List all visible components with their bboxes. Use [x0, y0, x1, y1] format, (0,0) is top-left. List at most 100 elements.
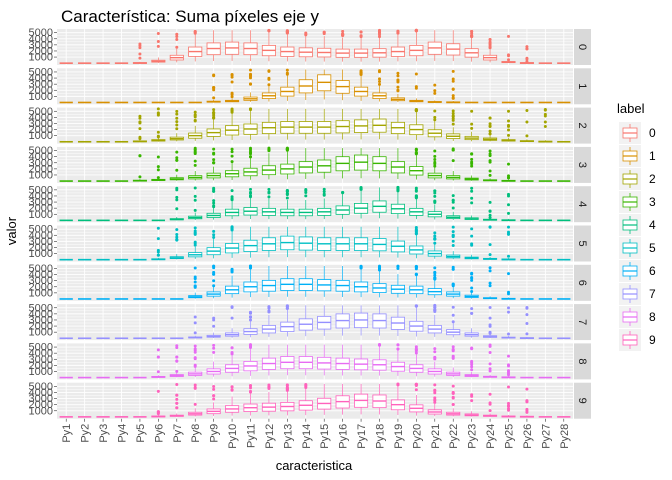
outlier-point — [488, 45, 492, 49]
outlier-point — [488, 369, 492, 373]
outlier-point — [488, 281, 492, 285]
outlier-point — [433, 199, 437, 203]
box-Py12 — [261, 305, 276, 337]
outlier-point — [249, 155, 252, 159]
outlier-point — [193, 350, 197, 354]
outlier-point — [396, 74, 400, 78]
outlier-point — [433, 309, 437, 313]
box-Py26 — [519, 45, 534, 64]
outlier-point — [267, 310, 271, 314]
box-Py19 — [390, 226, 405, 258]
box-Py20 — [409, 186, 424, 220]
box-Py11 — [243, 107, 258, 140]
box-Py17 — [354, 344, 369, 376]
box-Py24 — [483, 200, 498, 221]
outlier-point — [414, 264, 418, 268]
outlier-point — [249, 190, 252, 194]
box-Py7 — [169, 344, 184, 378]
box-Py10 — [225, 147, 240, 180]
facet-strip-label: 3 — [576, 162, 588, 168]
box-Py8 — [188, 29, 203, 62]
y-tick-label: 1000 — [29, 327, 53, 339]
outlier-point — [175, 406, 179, 410]
outlier-point — [433, 162, 437, 166]
outlier-point — [249, 390, 252, 394]
outlier-point — [488, 129, 492, 133]
outlier-point — [175, 235, 179, 239]
box-Py24 — [483, 306, 498, 339]
box-Py8 — [188, 315, 203, 339]
box-Py17 — [354, 264, 369, 298]
outlier-point — [433, 164, 437, 168]
outlier-point — [193, 383, 197, 387]
box-Py24 — [483, 392, 498, 417]
outlier-point — [230, 316, 234, 320]
facet-strip-label: 0 — [576, 44, 588, 50]
outlier-point — [488, 124, 492, 128]
outlier-point — [267, 187, 271, 191]
outlier-point — [378, 343, 381, 347]
outlier-point — [175, 355, 179, 359]
outlier-point — [156, 32, 160, 36]
outlier-point — [304, 33, 308, 37]
outlier-point — [378, 79, 381, 83]
outlier-point — [433, 241, 437, 245]
box-Py6 — [151, 348, 166, 378]
outlier-point — [193, 321, 197, 325]
box-Py20 — [409, 382, 424, 416]
facet-strip — [574, 29, 591, 65]
y-tick-label: 3000 — [29, 275, 53, 287]
outlier-point — [488, 350, 492, 354]
outlier-point — [470, 227, 474, 231]
outlier-point — [193, 364, 197, 368]
outlier-point — [230, 93, 234, 97]
outlier-point — [470, 29, 474, 33]
y-tick-label: 5000 — [29, 106, 53, 118]
box-Py13 — [280, 29, 295, 62]
outlier-point — [175, 127, 179, 131]
outlier-point — [470, 162, 474, 166]
outlier-point — [285, 189, 289, 193]
outlier-point — [414, 150, 418, 154]
y-tick-label: 2000 — [29, 85, 53, 97]
outlier-point — [433, 234, 437, 238]
box-Py13 — [280, 266, 295, 297]
outlier-point — [470, 359, 474, 363]
outlier-point — [341, 34, 345, 38]
legend-label: 2 — [649, 172, 656, 186]
box-Py9 — [206, 229, 221, 259]
outlier-point — [285, 387, 289, 391]
y-tick-label: 1000 — [29, 130, 53, 142]
outlier-point — [433, 83, 437, 87]
box-Py15 — [317, 383, 332, 415]
outlier-point — [230, 228, 234, 232]
x-tick-label-Py20: Py20 — [411, 424, 423, 449]
outlier-point — [378, 69, 381, 73]
outlier-point — [193, 226, 197, 230]
outlier-point — [193, 356, 197, 360]
outlier-point — [451, 198, 455, 202]
box-Py7 — [169, 228, 184, 260]
box-Py11 — [243, 343, 258, 376]
outlier-point — [507, 128, 510, 132]
y-tick-label: 5000 — [29, 66, 53, 78]
x-tick-label-Py27: Py27 — [540, 424, 552, 449]
outlier-point — [138, 114, 142, 118]
outlier-point — [507, 176, 510, 180]
outlier-point — [285, 148, 289, 152]
y-tick-label: 1000 — [29, 209, 53, 221]
y-tick-label: 4000 — [29, 230, 53, 242]
outlier-point — [488, 362, 492, 366]
facet-strip — [574, 304, 591, 341]
outlier-point — [433, 149, 437, 153]
outlier-point — [433, 266, 437, 270]
outlier-point — [212, 86, 216, 90]
x-tick-label-Py1: Py1 — [61, 424, 73, 443]
box-Py21 — [427, 266, 442, 298]
outlier-point — [414, 85, 418, 89]
panel-background — [57, 68, 573, 105]
outlier-point — [175, 401, 179, 405]
outlier-point — [470, 271, 474, 275]
